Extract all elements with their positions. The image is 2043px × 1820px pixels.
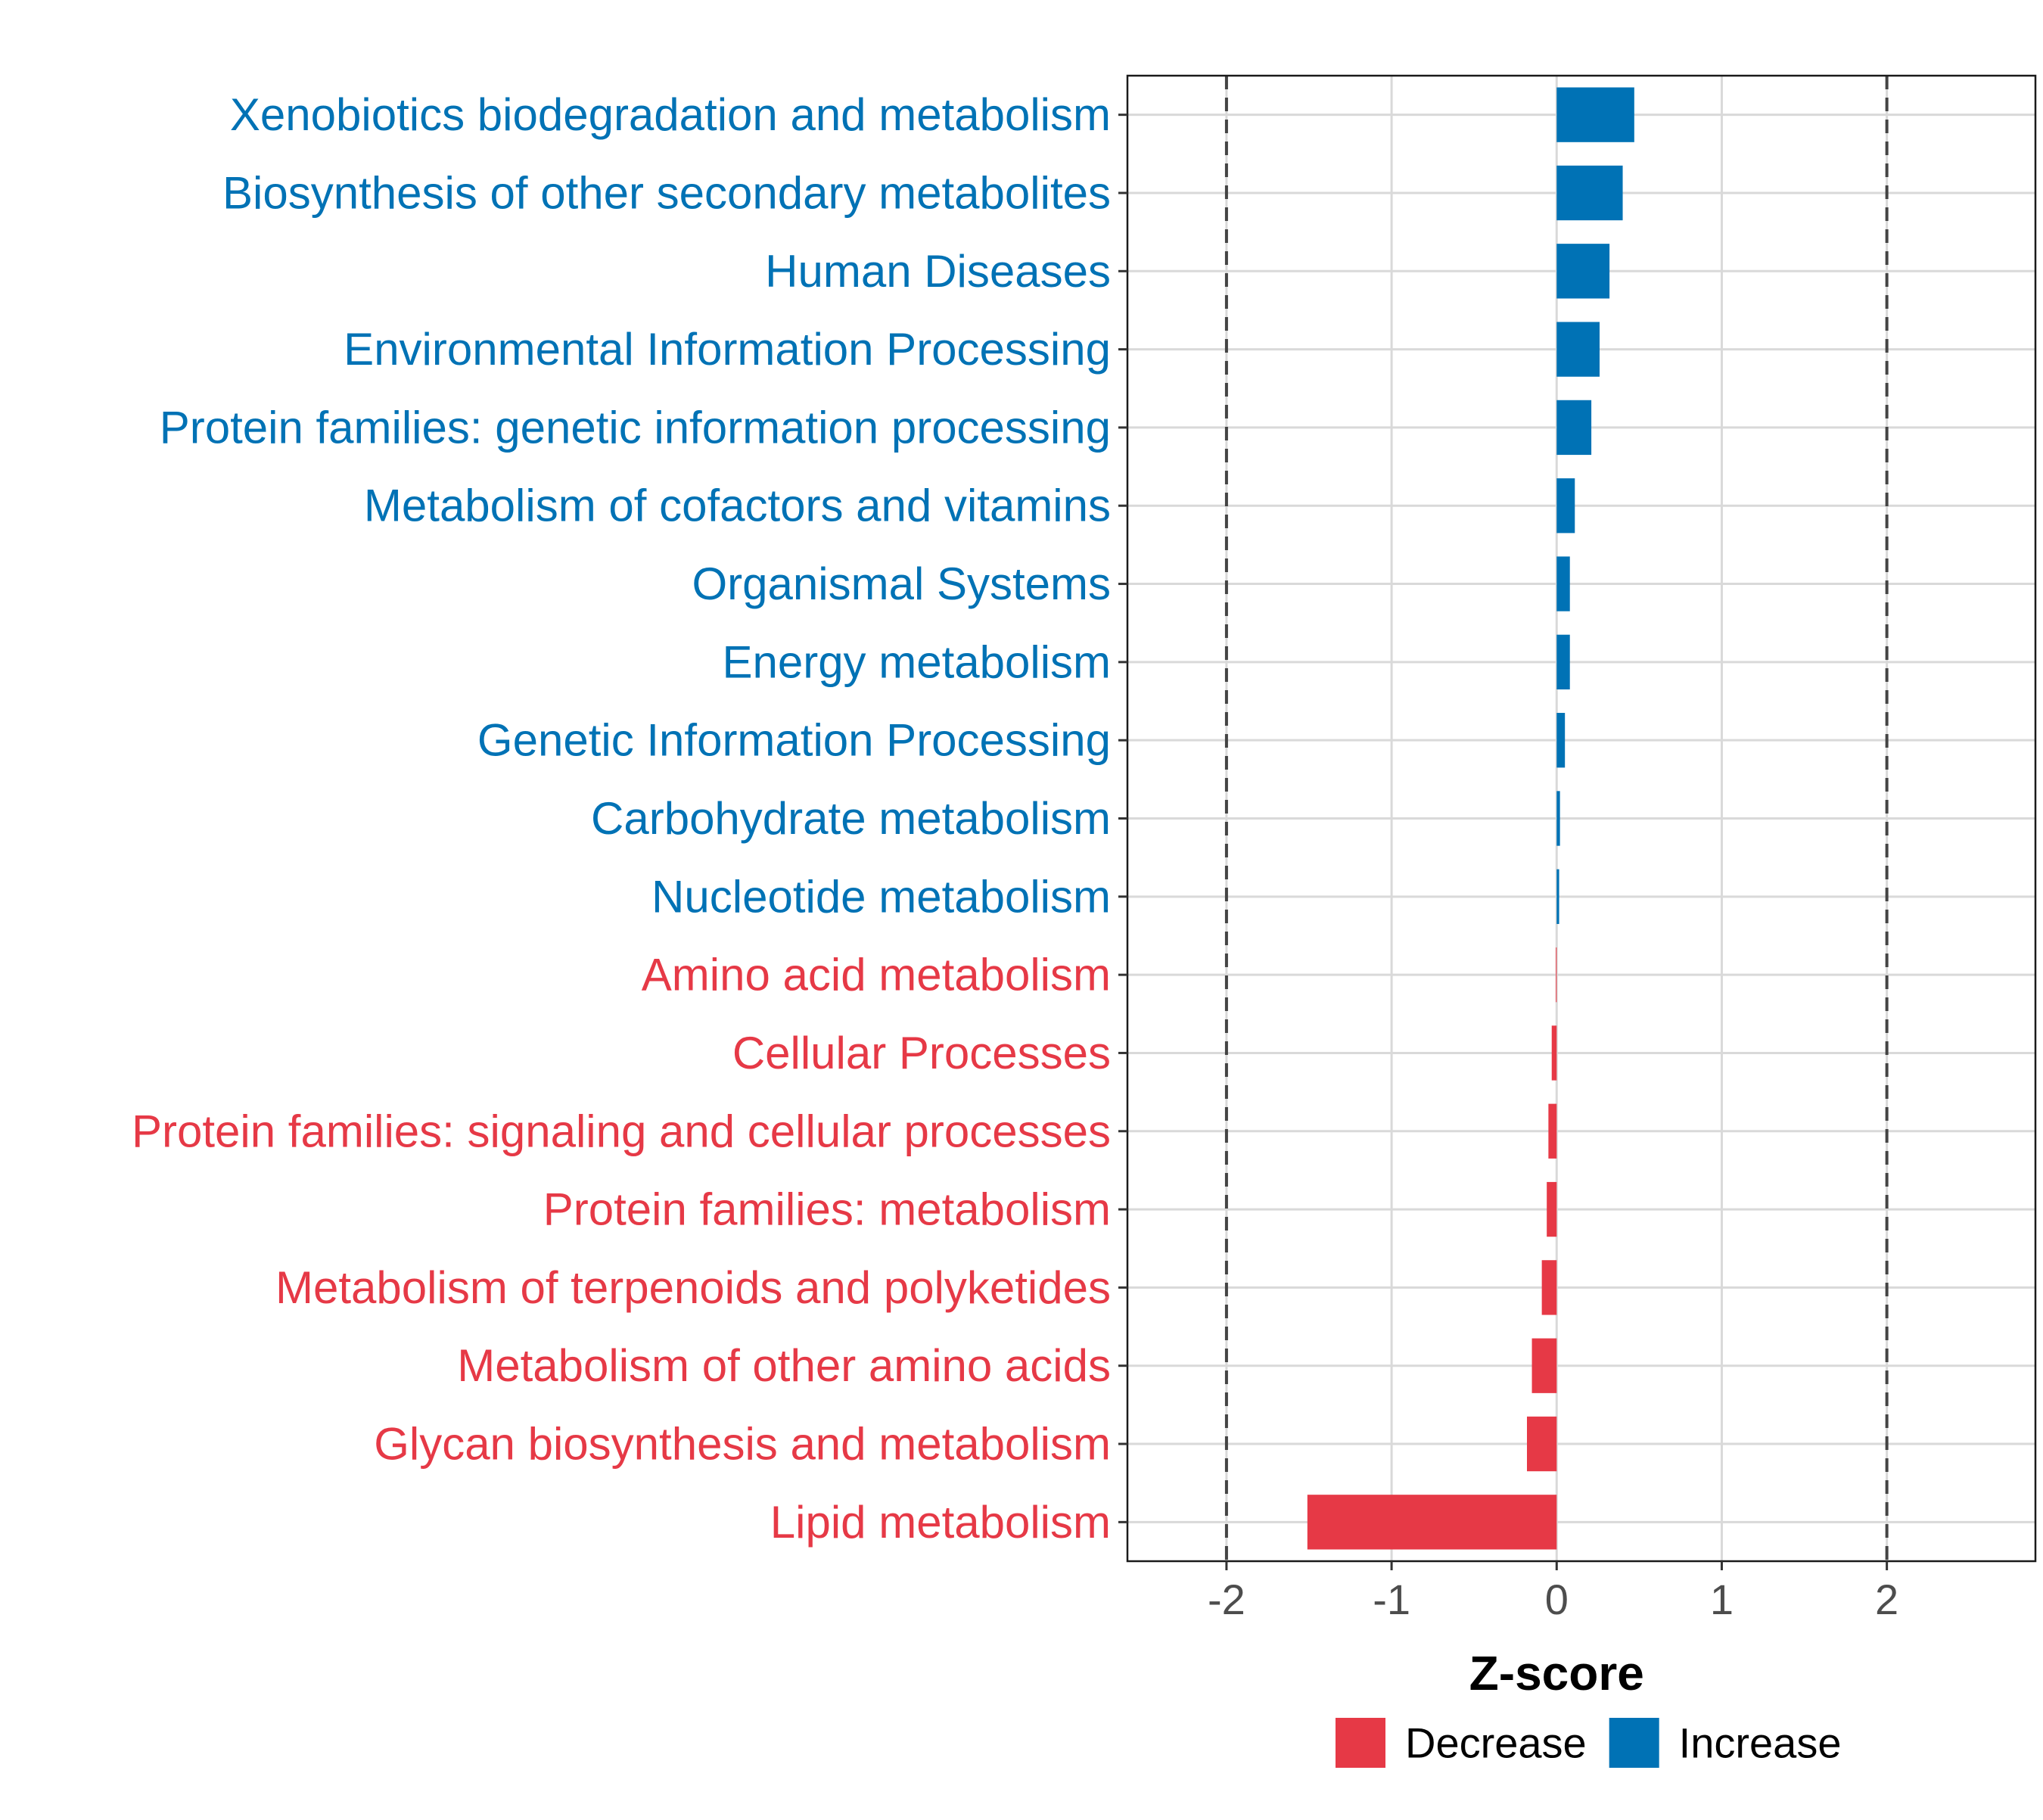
reference-lines — [1224, 76, 1889, 1561]
bar — [1556, 87, 1634, 142]
bar — [1551, 1025, 1557, 1081]
legend-label: Increase — [1679, 1719, 1842, 1767]
bar — [1556, 244, 1610, 299]
y-tick-label: Protein families: signaling and cellular… — [132, 1106, 1111, 1156]
x-tick-label: 1 — [1710, 1576, 1734, 1623]
y-tick-label: Glycan biosynthesis and metabolism — [374, 1419, 1111, 1470]
bar — [1531, 1338, 1557, 1393]
y-tick-label: Carbohydrate metabolism — [591, 793, 1111, 844]
y-tick-label: Metabolism of terpenoids and polyketides — [275, 1262, 1111, 1313]
bars — [1307, 87, 1634, 1550]
bar — [1541, 1260, 1557, 1315]
x-tick-label: 0 — [1545, 1576, 1569, 1623]
y-axis: Xenobiotics biodegradation and metabolis… — [132, 89, 1127, 1548]
legend-label: Decrease — [1405, 1719, 1587, 1767]
bar — [1556, 478, 1575, 534]
legend-item: Increase — [1609, 1718, 1842, 1768]
y-tick-label: Metabolism of cofactors and vitamins — [364, 481, 1111, 531]
x-axis: -2 -1 0 1 2 — [1208, 1561, 1898, 1623]
legend-swatch — [1609, 1718, 1659, 1768]
y-tick-label: Human Diseases — [765, 246, 1111, 297]
y-tick-label: Genetic Information Processing — [477, 715, 1111, 766]
bar — [1527, 1416, 1557, 1472]
grid-layer — [1127, 76, 2035, 1561]
x-tick-label: 2 — [1875, 1576, 1898, 1623]
x-tick-label: -1 — [1373, 1576, 1410, 1623]
bar — [1556, 791, 1560, 846]
x-axis-title: Z-score — [1469, 1646, 1644, 1700]
y-tick-label: Energy metabolism — [722, 636, 1111, 687]
bar — [1556, 400, 1592, 456]
y-tick-label: Cellular Processes — [732, 1028, 1111, 1078]
bar — [1556, 322, 1600, 377]
bar — [1556, 869, 1559, 924]
y-tick-label: Nucleotide metabolism — [651, 871, 1111, 922]
bar — [1307, 1495, 1557, 1550]
legend-swatch — [1336, 1718, 1385, 1768]
legend: Decrease Increase — [1336, 1718, 1841, 1768]
y-tick-label: Protein families: metabolism — [543, 1184, 1111, 1235]
y-tick-label: Organismal Systems — [692, 558, 1111, 609]
y-tick-label: Protein families: genetic information pr… — [160, 402, 1111, 453]
y-tick-label: Biosynthesis of other secondary metaboli… — [222, 167, 1111, 218]
y-tick-label: Lipid metabolism — [770, 1497, 1111, 1548]
x-tick-label: -2 — [1208, 1576, 1245, 1623]
y-tick-label: Metabolism of other amino acids — [457, 1340, 1111, 1391]
bar — [1556, 634, 1570, 690]
bar — [1556, 713, 1566, 768]
bar — [1548, 1103, 1557, 1159]
y-tick-label: Xenobiotics biodegradation and metabolis… — [230, 89, 1111, 140]
bar — [1556, 556, 1570, 611]
y-tick-label: Amino acid metabolism — [642, 950, 1111, 1000]
y-tick-label: Environmental Information Processing — [344, 324, 1111, 375]
bar — [1547, 1181, 1557, 1237]
bar — [1556, 165, 1623, 221]
legend-item: Decrease — [1336, 1718, 1587, 1768]
